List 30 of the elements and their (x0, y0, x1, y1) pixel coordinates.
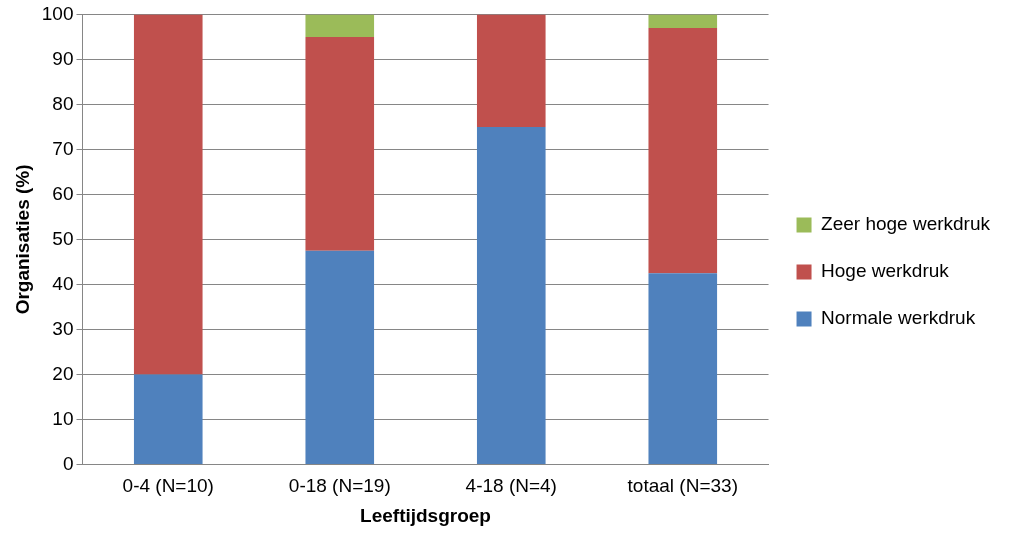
legend-label: Hoge werkdruk (821, 260, 950, 282)
bar (133, 14, 203, 375)
y-tick-label: 50 (52, 227, 74, 249)
legend-label: Normale werkdruk (821, 307, 976, 329)
y-tick-label: 90 (52, 47, 74, 69)
bar (476, 126, 546, 464)
bar (476, 14, 546, 127)
legend-label: Zeer hoge werkdruk (821, 213, 991, 235)
y-tick-label: 40 (52, 272, 74, 294)
y-tick-label: 80 (52, 92, 74, 114)
y-tick-label: 10 (52, 407, 74, 429)
x-axis-title: Leeftijdsgroep (360, 504, 491, 526)
y-tick-label: 100 (41, 2, 74, 24)
bar (648, 273, 718, 464)
bar (305, 250, 375, 464)
y-tick-label: 30 (52, 317, 74, 339)
x-tick-label: 0-4 (N=10) (122, 475, 214, 497)
x-tick-label: 0-18 (N=19) (288, 475, 391, 497)
y-tick-label: 0 (62, 452, 74, 474)
bar (648, 14, 718, 28)
y-tick-label: 60 (52, 182, 74, 204)
y-axis-title: Organisaties (%) (11, 164, 33, 315)
y-tick-label: 20 (52, 362, 74, 384)
bar (133, 374, 203, 464)
bar (305, 14, 375, 37)
x-tick-label: totaal (N=33) (627, 475, 738, 497)
y-tick-label: 70 (52, 137, 74, 159)
bar (648, 27, 718, 274)
x-tick-label: 4-18 (N=4) (465, 475, 557, 497)
bar (305, 36, 375, 251)
